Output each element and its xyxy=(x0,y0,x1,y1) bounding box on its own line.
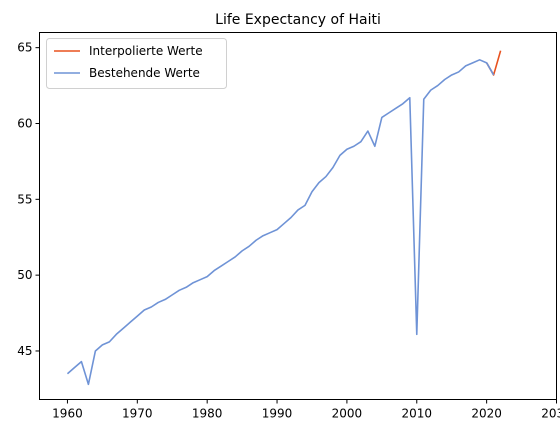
x-tick-label: 2020 xyxy=(471,407,502,421)
legend: Interpolierte Werte Bestehende Werte xyxy=(46,38,227,89)
chart-title: Life Expectancy of Haiti xyxy=(215,12,381,28)
y-tick-label: 55 xyxy=(17,192,32,206)
series-layer xyxy=(66,50,502,386)
y-axis: 45 50 55 60 65 xyxy=(17,41,40,358)
x-tick-label: 2010 xyxy=(401,407,432,421)
x-tick-label: 1990 xyxy=(262,407,293,421)
x-tick-label: 1980 xyxy=(192,407,223,421)
series-line-existing xyxy=(66,58,495,386)
x-tick-label: 1970 xyxy=(122,407,153,421)
y-tick-label: 60 xyxy=(17,116,32,130)
plot-frame xyxy=(39,32,557,400)
y-tick-label: 65 xyxy=(17,41,32,55)
y-tick-label: 45 xyxy=(17,344,32,358)
legend-label: Interpolierte Werte xyxy=(89,44,203,58)
x-tick-label: 2030 xyxy=(541,407,560,421)
x-tick-label: 2000 xyxy=(332,407,363,421)
legend-box xyxy=(46,38,227,89)
x-tick-label: 1960 xyxy=(52,407,83,421)
y-tick-label: 50 xyxy=(17,268,32,282)
legend-label: Bestehende Werte xyxy=(89,66,200,80)
x-axis: 1960 1970 1980 1990 2000 2010 2020 2030 xyxy=(52,399,560,421)
